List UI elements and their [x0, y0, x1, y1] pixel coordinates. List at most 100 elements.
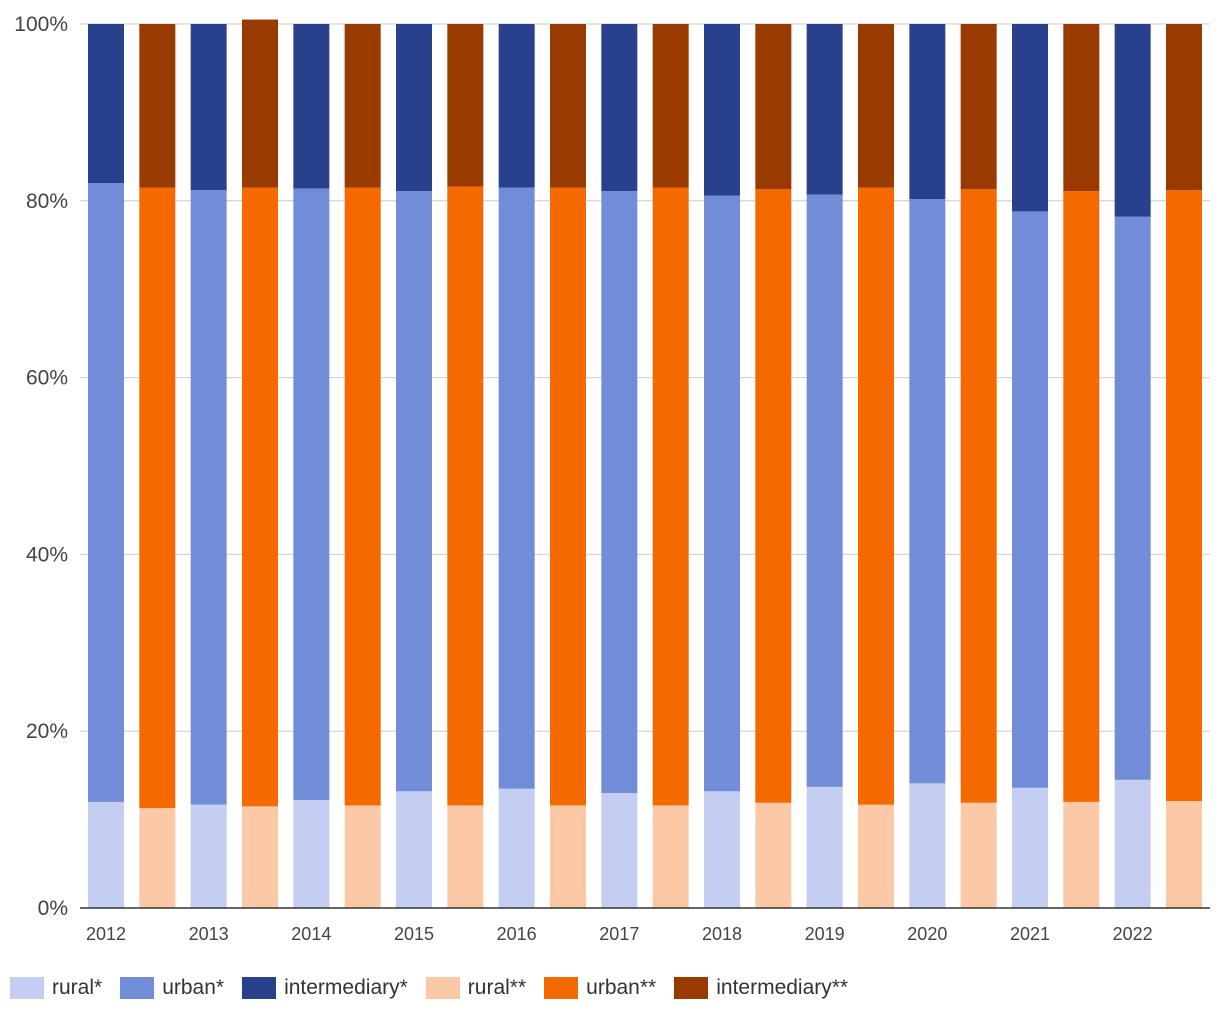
- x-tick-label: 2015: [394, 924, 434, 944]
- bar-segment-rural: [1063, 801, 1100, 908]
- bar-segment-urban: [601, 191, 638, 794]
- bar-segment-rural: [652, 805, 689, 908]
- bar-segment-urban: [1114, 216, 1151, 780]
- legend-item: urban**: [544, 976, 656, 1000]
- bar-segment-rural: [1166, 801, 1202, 908]
- bar-segment-intermediary: [858, 24, 894, 188]
- bar-2013-a: [190, 24, 227, 908]
- bar-segment-rural: [139, 808, 176, 908]
- bar-segment-intermediary: [139, 24, 176, 188]
- bar-2022-a: [1114, 24, 1151, 908]
- x-tick-label: 2019: [805, 924, 845, 944]
- bar-segment-intermediary: [498, 24, 535, 188]
- bar-2018-b: [755, 24, 792, 908]
- bar-2020-b: [960, 24, 997, 908]
- bar-segment-intermediary: [1114, 24, 1151, 217]
- bar-segment-intermediary: [242, 19, 278, 188]
- legend-item: intermediary*: [242, 976, 408, 1000]
- bar-2016-b: [550, 24, 586, 908]
- bar-segment-rural: [601, 793, 638, 908]
- bar-2014-a: [293, 24, 330, 908]
- bar-segment-rural: [858, 804, 894, 908]
- bar-2019-a: [806, 24, 843, 908]
- y-tick-label: 0%: [38, 897, 68, 920]
- bar-segment-intermediary: [652, 24, 689, 188]
- bar-segment-intermediary: [447, 24, 484, 187]
- legend-swatch: [674, 977, 709, 999]
- y-tick-label: 60%: [26, 367, 68, 390]
- bar-segment-rural: [190, 804, 227, 908]
- bar-2015-b: [447, 24, 484, 908]
- bar-2016-a: [498, 24, 535, 908]
- bar-segment-urban: [447, 186, 484, 806]
- legend-swatch: [120, 977, 155, 999]
- bars: [88, 19, 1202, 908]
- legend-item: intermediary**: [674, 976, 848, 1000]
- bar-segment-rural: [909, 783, 946, 908]
- bar-2017-b: [652, 24, 689, 908]
- y-tick-label: 100%: [14, 13, 68, 36]
- y-axis-labels: 0% 20% 40% 60% 80% 100%: [14, 13, 68, 920]
- bar-segment-urban: [139, 187, 176, 809]
- bar-segment-urban: [806, 194, 843, 787]
- bar-segment-rural: [755, 802, 792, 908]
- legend-label: intermediary*: [284, 976, 408, 999]
- legend-swatch: [425, 977, 460, 999]
- bar-segment-intermediary: [755, 24, 792, 190]
- bar-segment-intermediary: [550, 24, 586, 188]
- bar-segment-intermediary: [806, 24, 843, 195]
- bar-segment-urban: [652, 187, 689, 806]
- bar-segment-rural: [498, 788, 535, 908]
- legend: rural* urban* intermediary* rural** urban** i…: [10, 976, 866, 1000]
- bar-2012-b: [139, 24, 176, 908]
- legend-swatch: [10, 977, 44, 999]
- x-axis-labels: 2012 2013 2014 2015 2016 2017 2018 2019 2020 2021…: [86, 924, 1153, 944]
- bar-segment-intermediary: [1166, 24, 1202, 191]
- bar-2020-a: [909, 24, 946, 908]
- bar-2019-b: [858, 24, 894, 908]
- bar-segment-intermediary: [396, 24, 432, 192]
- bar-segment-urban: [704, 195, 740, 792]
- legend-label: rural**: [467, 976, 527, 999]
- bar-segment-urban: [1012, 211, 1048, 788]
- x-tick-label: 2013: [189, 924, 229, 944]
- bar-segment-intermediary: [704, 24, 740, 196]
- bar-segment-rural: [960, 802, 997, 908]
- bar-segment-intermediary: [344, 24, 381, 188]
- bar-segment-intermediary: [1012, 24, 1048, 212]
- bar-segment-urban: [960, 189, 997, 803]
- bar-segment-urban: [858, 187, 894, 805]
- bar-2013-b: [242, 19, 278, 908]
- bar-segment-intermediary: [1063, 24, 1100, 192]
- bar-segment-urban: [293, 188, 330, 801]
- bar-2012-a: [88, 24, 124, 908]
- bar-segment-rural: [1012, 787, 1048, 908]
- bar-segment-urban: [88, 183, 124, 802]
- bar-segment-urban: [1166, 190, 1202, 802]
- y-tick-label: 40%: [26, 543, 68, 566]
- bar-2014-b: [344, 24, 381, 908]
- x-tick-label: 2017: [599, 924, 639, 944]
- x-tick-label: 2020: [907, 924, 947, 944]
- bar-segment-urban: [242, 187, 278, 807]
- legend-item: rural*: [10, 976, 102, 1000]
- bar-2022-b: [1166, 24, 1202, 908]
- x-tick-label: 2021: [1010, 924, 1050, 944]
- bar-segment-rural: [447, 805, 484, 908]
- legend-item: rural**: [425, 976, 527, 1000]
- y-tick-label: 80%: [26, 190, 68, 213]
- bar-segment-rural: [704, 791, 740, 908]
- bar-2021-b: [1063, 24, 1100, 908]
- legend-label: intermediary**: [716, 976, 849, 999]
- x-tick-label: 2022: [1113, 924, 1153, 944]
- legend-label: rural*: [52, 976, 103, 999]
- bar-segment-rural: [806, 786, 843, 908]
- bar-segment-intermediary: [88, 24, 124, 184]
- legend-item: urban*: [120, 976, 224, 1000]
- bar-segment-urban: [498, 187, 535, 789]
- bar-segment-urban: [755, 189, 792, 803]
- bar-segment-rural: [344, 805, 381, 908]
- legend-swatch: [544, 977, 579, 999]
- bar-2017-a: [601, 24, 638, 908]
